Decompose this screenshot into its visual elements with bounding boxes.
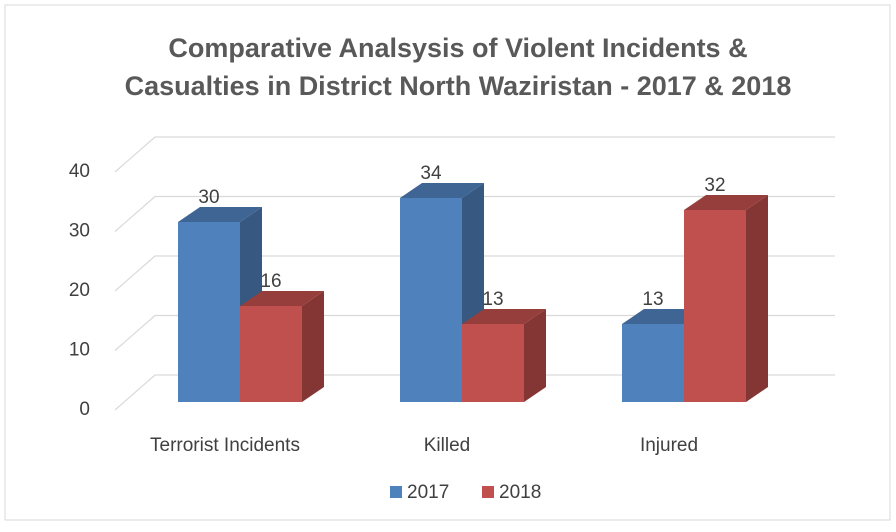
y-tick-label: 10 (69, 340, 90, 361)
data-label: 32 (704, 175, 725, 196)
legend-label: 2017 (407, 482, 449, 503)
y-tick-label: 0 (79, 399, 90, 420)
bar-top (400, 183, 484, 198)
bar (400, 198, 462, 402)
chart-title: Casualties in District North Waziristan … (125, 71, 792, 101)
grid-line (114, 136, 835, 173)
grid-line (114, 255, 835, 292)
bar (684, 210, 746, 402)
data-label: 30 (198, 187, 219, 208)
bar-side (302, 291, 324, 402)
legend-swatch (390, 486, 402, 498)
bar (622, 324, 684, 402)
bar-top (178, 207, 262, 222)
y-tick-label: 30 (69, 221, 90, 242)
x-tick-label: Terrorist Incidents (150, 435, 300, 456)
grid-line (114, 374, 835, 411)
x-tick-label: Killed (424, 435, 470, 456)
bar (462, 324, 524, 402)
grid-line (114, 195, 835, 232)
legend-label: 2018 (499, 482, 541, 503)
data-label: 34 (420, 163, 442, 184)
y-tick-label: 20 (69, 280, 90, 301)
data-label: 13 (482, 289, 503, 310)
x-tick-label: Injured (640, 435, 698, 456)
legend-swatch (482, 486, 494, 498)
bar (240, 306, 302, 402)
data-label: 16 (260, 271, 281, 292)
bar-side (746, 195, 768, 402)
data-label: 13 (642, 289, 663, 310)
bar-top (462, 309, 546, 324)
chart-title: Comparative Analsysis of Violent Inciden… (168, 33, 747, 63)
bar-top (684, 195, 768, 210)
bar (178, 222, 240, 402)
bar-top (240, 291, 324, 306)
bar-side (524, 309, 546, 402)
y-tick-label: 40 (69, 161, 90, 182)
grid-line (114, 314, 835, 351)
